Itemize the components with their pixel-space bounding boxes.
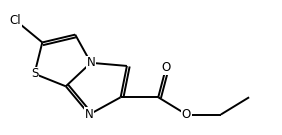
Text: N: N xyxy=(85,108,94,121)
Text: O: O xyxy=(182,108,191,121)
Text: S: S xyxy=(31,67,38,80)
Text: Cl: Cl xyxy=(10,14,21,27)
Text: O: O xyxy=(161,61,171,74)
Text: N: N xyxy=(87,56,95,69)
